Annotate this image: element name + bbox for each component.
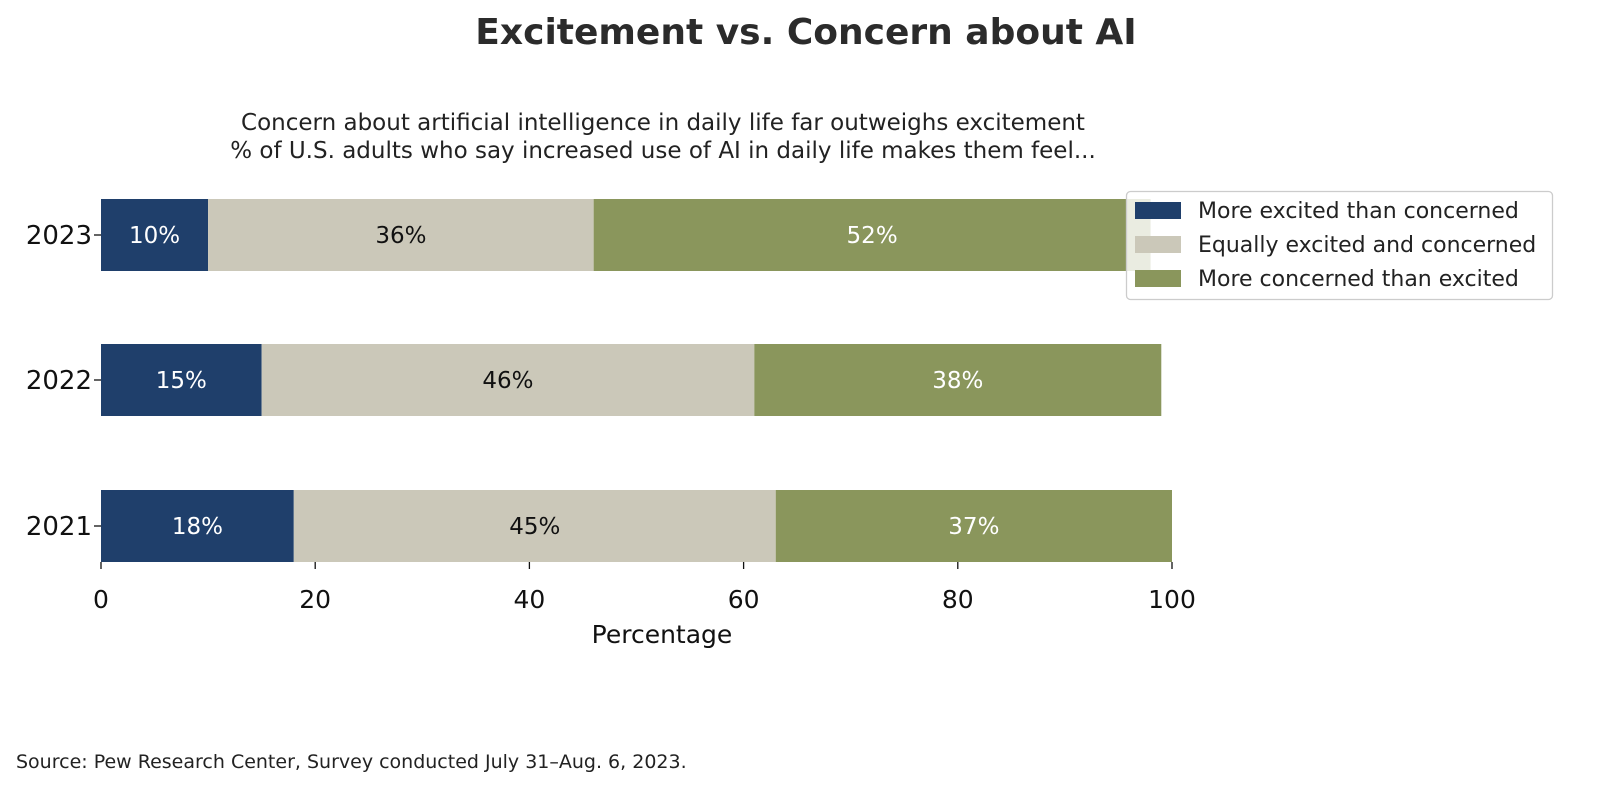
- bar-value-label-2023-1: 10%: [129, 223, 180, 249]
- x-tick-label-20: 20: [299, 585, 331, 614]
- y-axis: 2023 2022 2021: [26, 221, 101, 542]
- chart-subtitle-line-1: Concern about artificial intelligence in…: [241, 110, 1085, 136]
- bar-segment-2022-1: [101, 344, 262, 416]
- y-tick-label-2021: 2021: [26, 512, 92, 542]
- chart-subtitle-line-2: % of U.S. adults who say increased use o…: [230, 138, 1096, 164]
- source-note: Source: Pew Research Center, Survey cond…: [16, 751, 687, 773]
- bar-value-label-2023-3: 52%: [847, 223, 898, 249]
- legend-label-3: More concerned than excited: [1198, 267, 1519, 292]
- x-tick-label-100: 100: [1148, 585, 1196, 614]
- bar-value-label-2022-3: 38%: [932, 368, 983, 394]
- bar-value-label-2022-1: 15%: [156, 368, 207, 394]
- bar-segment-2023-1: [101, 199, 209, 271]
- bar-value-label-2023-2: 36%: [375, 223, 426, 249]
- bar-plot-area: 10% 36% 52% 15% 46% 38% 18% 45% 37%: [101, 199, 1172, 562]
- bar-value-label-2021-2: 45%: [509, 514, 560, 540]
- x-tick-label-80: 80: [942, 585, 974, 614]
- y-tick-label-2022: 2022: [26, 366, 92, 396]
- legend-box: [1125, 190, 1554, 301]
- x-axis: 0 20 40 60 80 100: [93, 562, 1196, 614]
- y-tick-label-2023: 2023: [26, 221, 92, 251]
- bar-segment-2021-3: [775, 490, 1172, 562]
- legend-swatch-3: [1135, 270, 1181, 287]
- chart-title: Excitement vs. Concern about AI: [475, 12, 1136, 53]
- legend-label-2: Equally excited and concerned: [1198, 233, 1536, 258]
- bar-segment-2023-3: [593, 199, 1151, 271]
- bar-value-label-2021-1: 18%: [172, 514, 223, 540]
- x-tick-label-40: 40: [513, 585, 545, 614]
- x-axis-label: Percentage: [592, 620, 733, 649]
- bar-segment-2021-1: [101, 490, 294, 562]
- bar-segment-2023-2: [208, 199, 594, 271]
- x-tick-label-60: 60: [728, 585, 760, 614]
- legend-swatch-2: [1135, 236, 1181, 253]
- legend-label-1: More excited than concerned: [1198, 199, 1519, 224]
- bar-value-label-2022-2: 46%: [482, 368, 533, 394]
- bar-segment-2022-2: [261, 344, 755, 416]
- bar-value-label-2021-3: 37%: [948, 514, 999, 540]
- bar-segment-2022-3: [754, 344, 1162, 416]
- legend: More excited than concerned Equally excit…: [1125, 190, 1554, 301]
- legend-swatch-1: [1135, 202, 1181, 219]
- bar-segment-2021-2: [293, 490, 776, 562]
- x-tick-label-0: 0: [93, 585, 109, 614]
